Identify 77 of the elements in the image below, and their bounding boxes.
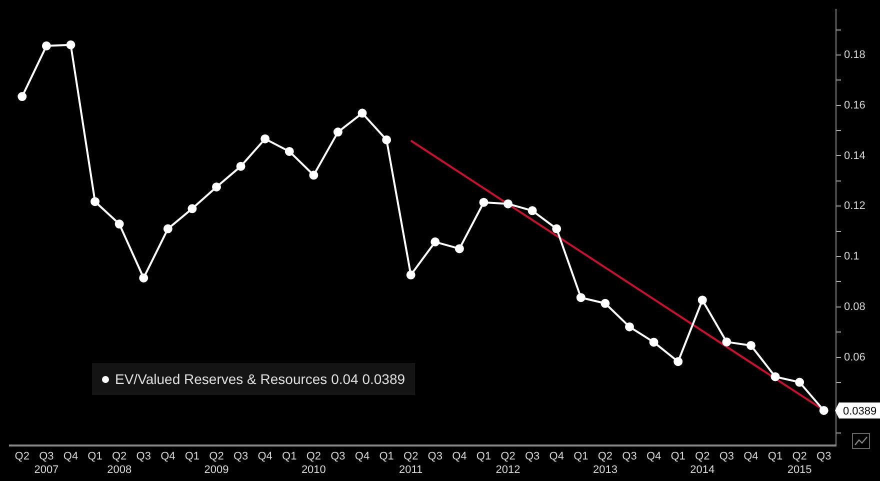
point bbox=[163, 224, 172, 234]
point bbox=[212, 182, 221, 192]
point bbox=[309, 170, 318, 180]
x-tick-label: Q1 bbox=[184, 450, 200, 462]
x-tick-label: Q4 bbox=[646, 450, 662, 462]
point bbox=[528, 206, 537, 216]
text: 0.0389 bbox=[843, 406, 877, 418]
point bbox=[576, 293, 586, 302]
x-tick-label: Q4 bbox=[744, 450, 758, 462]
point bbox=[66, 40, 76, 50]
y-tick-label: 0.1 bbox=[844, 250, 860, 263]
x-tick-label: Q3 bbox=[524, 450, 540, 462]
x-tick-label: Q4 bbox=[258, 450, 272, 462]
x-tick-label: Q2 2008 bbox=[107, 450, 132, 476]
x-tick-label: Q4 bbox=[549, 450, 564, 462]
y-tick-label: 0.14 bbox=[844, 150, 866, 162]
x-tick-label: Q3 bbox=[428, 450, 442, 462]
point bbox=[600, 298, 610, 308]
point bbox=[90, 197, 100, 206]
y-tick-label: 0.16 bbox=[844, 99, 866, 112]
point bbox=[284, 146, 294, 156]
x-tick-label: Q2 2009 bbox=[204, 450, 229, 476]
point bbox=[770, 372, 780, 382]
point bbox=[114, 220, 124, 229]
x-tick-label: Q1 bbox=[670, 450, 686, 462]
point bbox=[674, 357, 683, 366]
point bbox=[625, 322, 634, 332]
point bbox=[479, 198, 488, 207]
legend-label: EV/Valued Reserves & Resources 0.04 0.0389 bbox=[115, 371, 406, 387]
x-tick-label: Q1 bbox=[379, 450, 394, 462]
x-tick-label: Q1 bbox=[768, 450, 783, 462]
x-tick-label: Q2 2011 bbox=[399, 450, 423, 476]
x-tick-label: Q2 2010 bbox=[301, 450, 326, 476]
x-tick-label: Q3 bbox=[330, 450, 346, 462]
point bbox=[504, 199, 513, 208]
y-tick-label: 0.12 bbox=[844, 200, 866, 212]
y-tick-label: 0.06 bbox=[844, 351, 866, 364]
y-tick-label: 0.18 bbox=[844, 48, 866, 61]
x-tick-label: Q2 2012 bbox=[496, 450, 520, 476]
point bbox=[649, 338, 658, 347]
x-tick-label: Q3 bbox=[816, 450, 832, 462]
point bbox=[819, 406, 828, 415]
point bbox=[18, 92, 27, 102]
x-tick-label: Q1 bbox=[88, 450, 102, 462]
x-tick-label: Q1 bbox=[476, 450, 492, 462]
x-tick-label: Q1 bbox=[282, 450, 297, 462]
point bbox=[698, 296, 707, 305]
point bbox=[139, 273, 148, 282]
point bbox=[430, 237, 440, 246]
x-tick-label: Q3 bbox=[136, 450, 151, 462]
point bbox=[236, 162, 246, 171]
point bbox=[552, 224, 562, 234]
point bbox=[722, 337, 732, 346]
point bbox=[454, 244, 464, 254]
x-tick-label: Q3 bbox=[622, 450, 637, 462]
point bbox=[260, 134, 270, 144]
x-tick-label: Q4 bbox=[63, 450, 78, 462]
point bbox=[746, 340, 756, 350]
x-tick-label: Q2 2013 bbox=[592, 450, 618, 476]
x-tick-label: Q3 2007 bbox=[34, 450, 59, 476]
x-tick-label: Q4 bbox=[354, 450, 370, 462]
point bbox=[406, 270, 416, 280]
y-tick-label: 0.08 bbox=[844, 300, 866, 313]
x-tick-label: Q2 bbox=[14, 450, 30, 462]
x-tick-label: Q2 2014 bbox=[690, 450, 715, 476]
x-tick-label: Q1 bbox=[574, 450, 588, 462]
x-tick-label: Q4 bbox=[452, 450, 467, 462]
point bbox=[795, 378, 804, 387]
point bbox=[382, 135, 392, 144]
x-tick-label: Q3 bbox=[233, 450, 248, 462]
x-tick-label: Q4 bbox=[160, 450, 176, 462]
point bbox=[188, 204, 197, 214]
point bbox=[358, 108, 367, 118]
point bbox=[333, 128, 342, 137]
x-tick-label: Q3 bbox=[719, 450, 734, 462]
x-tick-label: Q2 2015 bbox=[787, 450, 812, 476]
point bbox=[42, 41, 51, 50]
